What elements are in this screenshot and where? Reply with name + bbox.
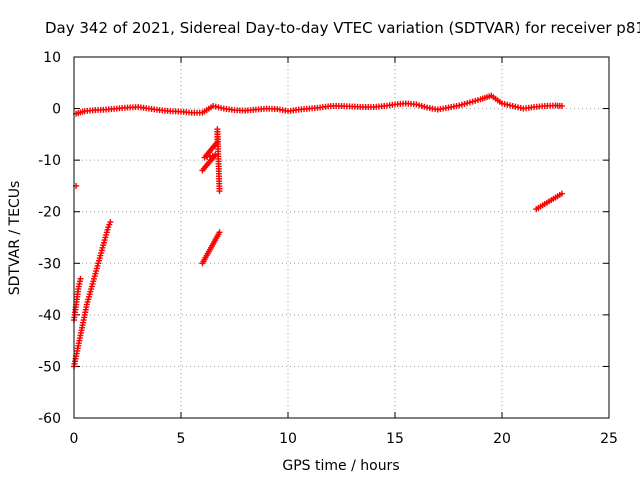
- x-tick-label: 20: [493, 431, 511, 447]
- y-tick-label: 10: [43, 50, 61, 66]
- series: [533, 190, 565, 213]
- data-points: [71, 92, 565, 370]
- y-tick-label: -20: [38, 205, 61, 221]
- series: [71, 219, 114, 370]
- chart-title: Day 342 of 2021, Sidereal Day-to-day VTE…: [45, 19, 640, 37]
- x-tick-label: 0: [70, 431, 79, 447]
- data-point: [77, 275, 84, 282]
- x-tick-label: 5: [177, 431, 186, 447]
- series: [73, 92, 565, 117]
- y-tick-label: 0: [52, 102, 61, 118]
- y-tick-label: -50: [38, 359, 61, 375]
- series: [199, 229, 223, 267]
- x-axis-label: GPS time / hours: [282, 458, 399, 474]
- plot-frame: [73, 56, 610, 419]
- data-point: [558, 190, 565, 197]
- x-tick-label: 10: [279, 431, 297, 447]
- series: [199, 126, 223, 195]
- y-tick-label: -40: [38, 308, 61, 324]
- x-tick-label: 15: [386, 431, 404, 447]
- y-tick-label: -10: [38, 153, 61, 169]
- y-tick-label: -30: [38, 256, 61, 272]
- series: [71, 275, 84, 324]
- y-axis-label: SDTVAR / TECUs: [7, 181, 23, 296]
- tick-labels: 0 5 10 15 20 25 10 0 -10 -20 -30 -40 -50 -60: [38, 50, 618, 447]
- data-point: [216, 188, 223, 195]
- data-point: [216, 229, 223, 236]
- x-tick-label: 25: [600, 431, 618, 447]
- y-tick-label: -60: [38, 411, 61, 427]
- data-point: [107, 219, 114, 226]
- data-point: [558, 102, 565, 109]
